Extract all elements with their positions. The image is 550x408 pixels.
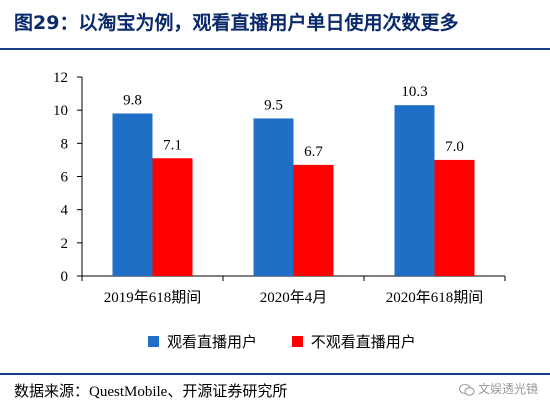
title-divider: [0, 48, 550, 50]
bar-series-1: [253, 118, 294, 276]
y-tick-label: 8: [61, 136, 69, 152]
bar-series-1: [394, 105, 435, 276]
y-tick-label: 0: [61, 269, 69, 285]
legend-item-series-1: 观看直播用户: [148, 331, 257, 352]
bar-series-1: [112, 113, 153, 276]
legend-swatch-series-1: [148, 336, 159, 347]
data-label: 9.5: [264, 97, 283, 113]
x-category-label: 2019年618期间: [104, 289, 202, 306]
bar-series-2: [152, 158, 193, 276]
legend-label-series-1: 观看直播用户: [167, 333, 258, 351]
watermark-text: 文娱透光镜: [477, 382, 538, 396]
data-label: 7.0: [445, 139, 464, 155]
legend: 观看直播用户 不观看直播用户: [148, 331, 446, 352]
data-label: 7.1: [163, 137, 182, 153]
y-tick-label: 10: [53, 103, 68, 119]
y-tick-label: 4: [61, 203, 69, 219]
legend-label-series-2: 不观看直播用户: [310, 333, 416, 351]
legend-swatch-series-2: [291, 336, 303, 347]
y-tick-label: 2: [61, 236, 69, 252]
wechat-icon: [458, 383, 475, 396]
legend-item-series-2: 不观看直播用户: [291, 331, 416, 352]
chart-title: 图29：以淘宝为例，观看直播用户单日使用次数更多: [14, 12, 459, 34]
data-label: 9.8: [123, 92, 142, 108]
watermark: 文娱透光镜: [458, 380, 538, 397]
x-category-label: 2020年618期间: [386, 289, 484, 306]
bar-series-2: [293, 164, 334, 276]
data-label: 10.3: [401, 84, 427, 100]
y-tick-label: 12: [53, 70, 68, 86]
footer-divider: [0, 373, 550, 375]
bar-series-2: [434, 159, 475, 276]
bar-chart: 0 2 4 6 8 10 12 9.8 7.1 2019年618期间 9.5 6.7 2020年4月 10…: [53, 70, 506, 306]
y-tick-label: 6: [61, 170, 69, 186]
data-label: 6.7: [304, 144, 323, 160]
data-source: 数据来源：QuestMobile、开源证券研究所: [14, 384, 288, 400]
x-category-label: 2020年4月: [260, 289, 328, 306]
